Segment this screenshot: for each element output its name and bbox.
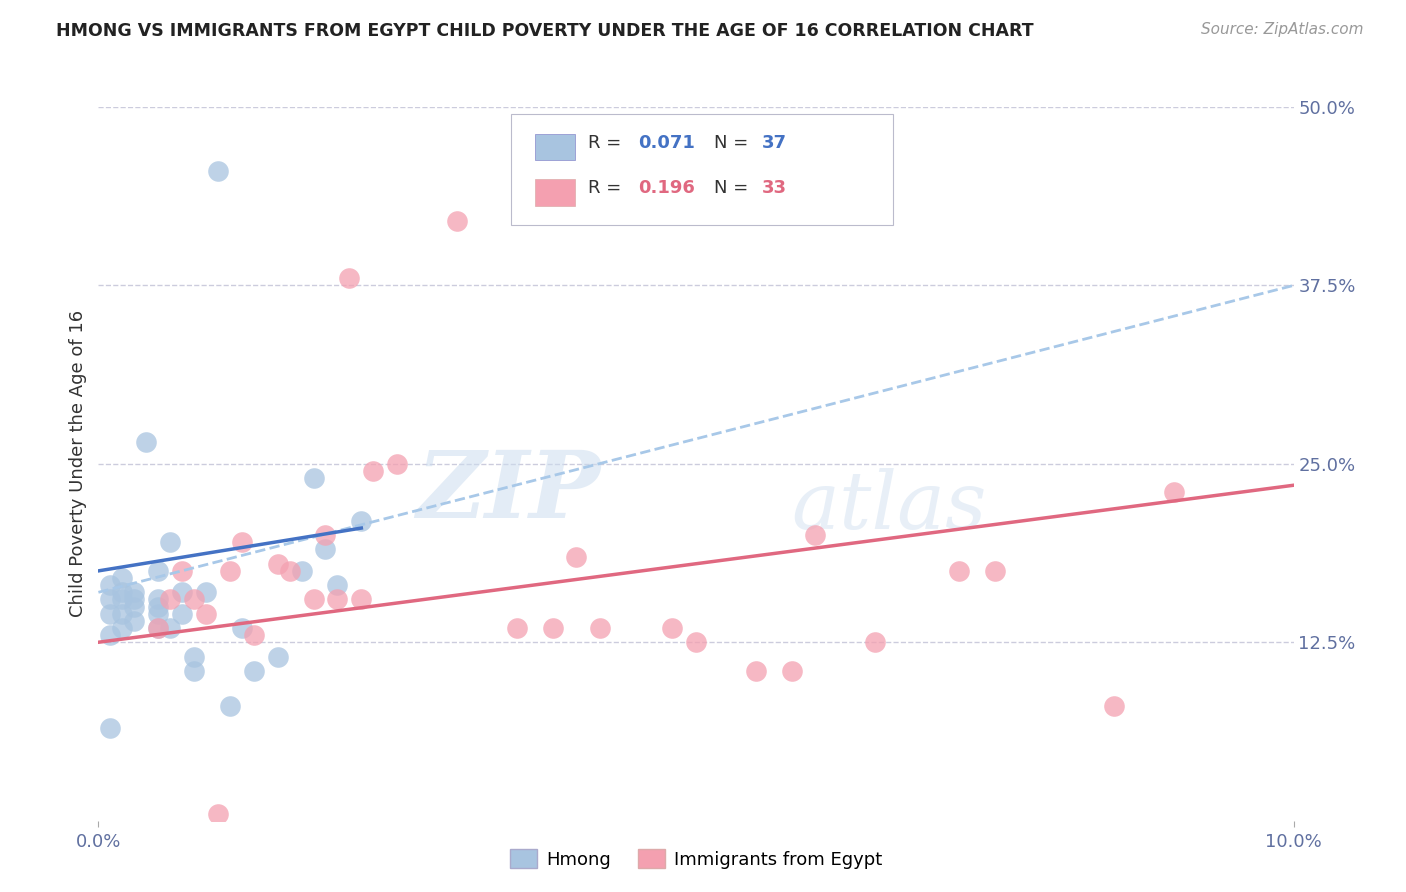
Point: [111, 607, 134, 621]
Point: [780, 664, 803, 678]
Legend: Hmong, Immigrants from Egypt: Hmong, Immigrants from Egypt: [502, 842, 890, 876]
Point: [1104, 699, 1126, 714]
Point: [339, 271, 360, 285]
Point: [315, 528, 337, 542]
FancyBboxPatch shape: [510, 114, 893, 225]
Point: [302, 471, 325, 485]
Point: [984, 564, 1007, 578]
Point: [267, 557, 290, 571]
Point: [278, 564, 301, 578]
Point: [100, 721, 122, 735]
Point: [159, 535, 181, 549]
Point: [100, 628, 122, 642]
Point: [231, 621, 253, 635]
Point: [207, 806, 229, 821]
Text: 0.196: 0.196: [638, 179, 696, 197]
Point: [207, 164, 229, 178]
Point: [804, 528, 827, 542]
Text: R =: R =: [588, 134, 627, 152]
Point: [124, 592, 146, 607]
FancyBboxPatch shape: [534, 134, 575, 161]
Point: [124, 614, 146, 628]
Y-axis label: Child Poverty Under the Age of 16: Child Poverty Under the Age of 16: [69, 310, 87, 617]
Text: Source: ZipAtlas.com: Source: ZipAtlas.com: [1201, 22, 1364, 37]
Point: [267, 649, 290, 664]
Point: [172, 564, 194, 578]
Point: [661, 621, 683, 635]
Point: [948, 564, 970, 578]
Point: [385, 457, 409, 471]
Point: [111, 571, 134, 585]
Point: [541, 621, 564, 635]
Point: [219, 699, 242, 714]
Point: [219, 564, 242, 578]
Point: [148, 607, 170, 621]
Point: [1163, 485, 1185, 500]
Point: [100, 592, 122, 607]
Point: [148, 621, 170, 635]
Point: [148, 592, 170, 607]
Text: HMONG VS IMMIGRANTS FROM EGYPT CHILD POVERTY UNDER THE AGE OF 16 CORRELATION CHA: HMONG VS IMMIGRANTS FROM EGYPT CHILD POV…: [56, 22, 1033, 40]
Point: [326, 592, 349, 607]
Point: [148, 621, 170, 635]
Point: [159, 592, 181, 607]
Point: [350, 592, 373, 607]
Point: [135, 435, 157, 450]
Point: [172, 585, 194, 599]
Point: [243, 664, 266, 678]
Point: [363, 464, 385, 478]
Point: [172, 607, 194, 621]
Point: [243, 628, 266, 642]
Point: [326, 578, 349, 592]
Text: N =: N =: [714, 134, 754, 152]
Point: [685, 635, 707, 649]
Point: [111, 592, 134, 607]
Point: [100, 607, 122, 621]
Point: [446, 214, 468, 228]
Text: 0.071: 0.071: [638, 134, 696, 152]
Point: [111, 621, 134, 635]
Point: [350, 514, 373, 528]
Point: [506, 621, 529, 635]
Text: 37: 37: [762, 134, 787, 152]
Point: [100, 578, 122, 592]
Text: R =: R =: [588, 179, 627, 197]
Point: [183, 664, 205, 678]
Point: [124, 599, 146, 614]
Point: [124, 585, 146, 599]
Point: [159, 621, 181, 635]
Point: [302, 592, 325, 607]
Point: [148, 564, 170, 578]
Point: [195, 585, 218, 599]
Text: ZIP: ZIP: [416, 448, 600, 537]
Point: [148, 599, 170, 614]
Point: [565, 549, 588, 564]
Point: [231, 535, 253, 549]
Point: [195, 607, 218, 621]
Text: 33: 33: [762, 179, 787, 197]
Point: [183, 592, 205, 607]
Text: N =: N =: [714, 179, 754, 197]
FancyBboxPatch shape: [534, 179, 575, 206]
Point: [745, 664, 768, 678]
Point: [315, 542, 337, 557]
Point: [865, 635, 887, 649]
Text: atlas: atlas: [792, 468, 987, 545]
Point: [111, 585, 134, 599]
Point: [183, 649, 205, 664]
Point: [291, 564, 314, 578]
Point: [589, 621, 612, 635]
